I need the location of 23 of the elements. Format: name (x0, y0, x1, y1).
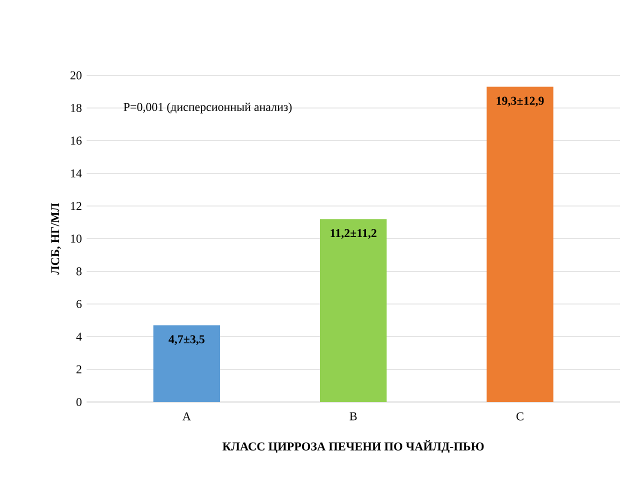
y-axis-title: ЛСБ, НГ/МЛ (51, 202, 61, 275)
x-tick-label: C (516, 412, 524, 420)
y-tick-label: 12 (71, 202, 82, 210)
data-label: 19,3±12,9 (496, 96, 544, 107)
bar (486, 86, 554, 402)
y-tick-label: 16 (71, 136, 82, 145)
y-tick-label: 2 (76, 365, 82, 374)
y-tick-label: 8 (76, 267, 82, 276)
x-tick-label: B (350, 412, 357, 420)
y-tick-label: 0 (76, 398, 82, 406)
y-tick-label: 18 (71, 104, 82, 112)
y-tick-label: 20 (70, 71, 82, 80)
data-label: 4,7±3,5 (168, 335, 204, 346)
x-tick-label: A (182, 412, 191, 420)
y-tick-label: 4 (76, 332, 82, 341)
annotation: P=0,001 (дисперсионный анализ) (124, 102, 292, 114)
y-tick-label: 14 (71, 169, 82, 178)
bar (320, 219, 387, 402)
y-tick-label: 6 (76, 300, 82, 308)
data-label: 11,2±11,2 (330, 229, 376, 239)
y-tick-label: 10 (71, 234, 82, 243)
bar (153, 325, 220, 402)
x-axis-title: КЛАСС ЦИРРОЗА ПЕЧЕНИ ПО ЧАЙЛД-ПЬЮ (222, 440, 484, 453)
